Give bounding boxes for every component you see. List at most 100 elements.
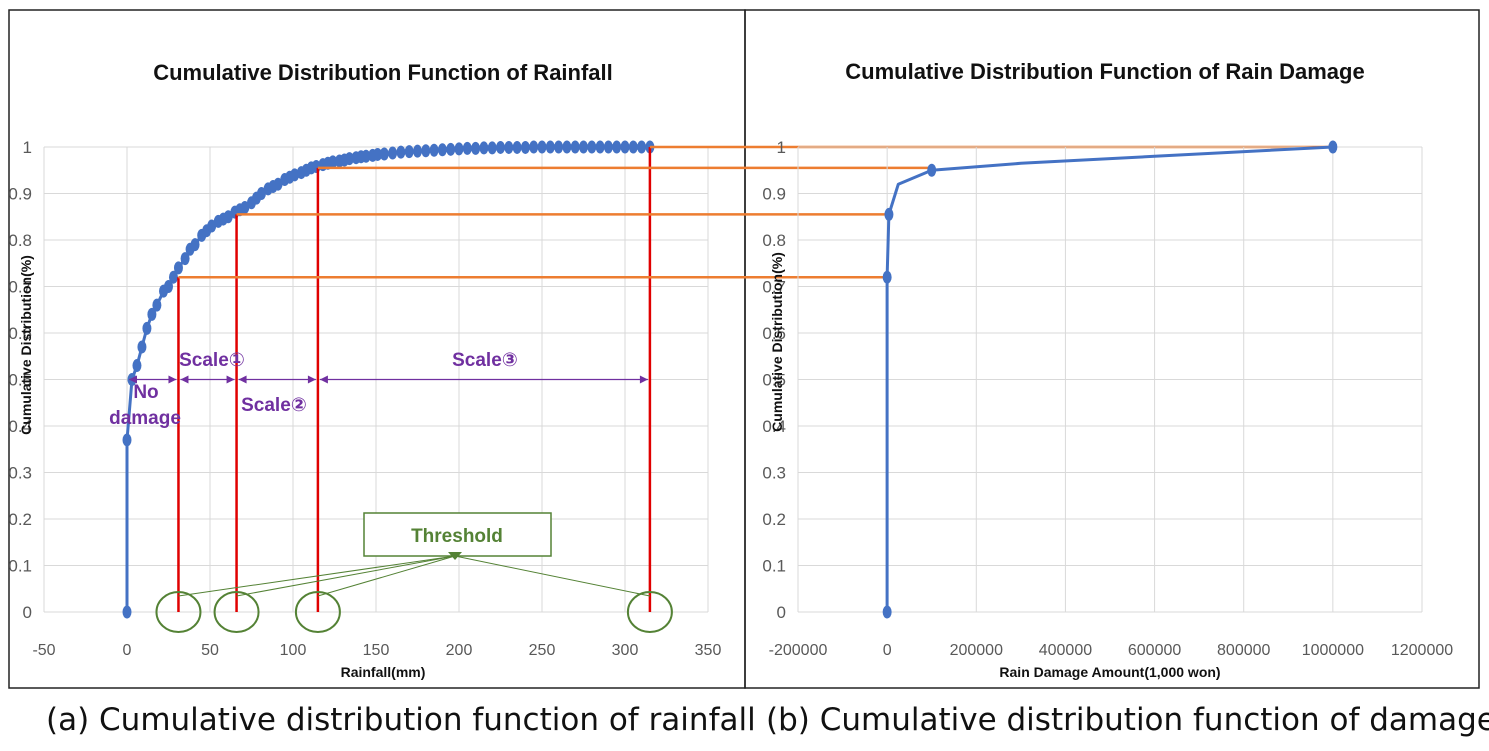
rainfall-data-point: [164, 280, 173, 293]
rainfall-data-point: [471, 141, 481, 155]
rainfall-x-tick: -50: [32, 642, 55, 659]
damage-y-tick: 0.6: [762, 324, 786, 343]
rainfall-data-point: [529, 140, 539, 154]
rainfall-x-tick: 350: [695, 642, 722, 659]
rainfall-y-tick: 0.1: [8, 557, 32, 576]
rainfall-data-point: [180, 252, 190, 266]
rainfall-x-axis-label: Rainfall(mm): [341, 664, 426, 680]
rainfall-y-tick: 0: [23, 603, 32, 622]
rainfall-y-axis-label: Cumulative Distribution(%): [18, 255, 34, 435]
rainfall-data-point: [479, 141, 489, 155]
threshold-pointer: [178, 555, 456, 597]
rainfall-data-point: [147, 307, 157, 321]
panel-a-border: [8, 9, 746, 689]
damage-y-tick: 0.2: [762, 510, 786, 529]
damage-y-tick: 0.4: [762, 417, 786, 436]
scale-arrow-head-left: [319, 375, 328, 384]
caption-b: (b) Cumulative distribution function of …: [766, 702, 1489, 738]
rainfall-data-point: [496, 140, 505, 154]
rainfall-data-point: [603, 140, 613, 154]
rainfall-y-tick: 0.4: [8, 417, 32, 436]
rainfall-data-point: [562, 140, 572, 154]
threshold-circle: [626, 591, 673, 633]
rainfall-data-point: [554, 140, 564, 154]
rainfall-y-tick: 0.5: [8, 371, 32, 390]
damage-y-tick: 0.7: [762, 278, 786, 297]
rainfall-data-point: [190, 238, 200, 252]
scale-arrow-head-right: [168, 375, 177, 384]
rainfall-data-point: [504, 140, 514, 154]
damage-y-tick: 0.9: [762, 185, 786, 204]
rainfall-data-point: [487, 141, 497, 155]
threshold-box: [363, 512, 552, 557]
rainfall-data-point: [587, 140, 597, 154]
rainfall-data-point: [612, 140, 622, 154]
rainfall-data-point: [637, 140, 647, 154]
rainfall-data-point: [595, 140, 605, 154]
panel-b-border: [744, 9, 1480, 689]
rainfall-data-point: [570, 140, 580, 154]
scale-arrow-head-right: [639, 375, 648, 384]
damage-gridlines: [797, 146, 1423, 613]
scale-arrow-head-right: [307, 375, 316, 384]
rainfall-x-tick: 50: [201, 642, 219, 659]
threshold-label: Threshold: [411, 526, 503, 547]
scale3-label: Scale③: [452, 350, 518, 371]
rainfall-data-point: [122, 605, 132, 619]
rainfall-data-point: [620, 140, 630, 154]
rainfall-y-tick: 0.2: [8, 510, 32, 529]
damage-data-point: [882, 270, 892, 284]
threshold-pointer-head: [448, 552, 462, 560]
rainfall-data-point: [344, 152, 354, 166]
rainfall-data-point: [396, 145, 406, 159]
no-damage-label-line2: damage: [109, 408, 181, 429]
damage-y-tick: 0.8: [762, 231, 786, 250]
rainfall-data-point: [361, 149, 371, 163]
rainfall-y-tick: 0.3: [8, 464, 32, 483]
rainfall-data-point: [446, 142, 456, 156]
threshold-circle: [294, 591, 341, 633]
damage-x-tick: 1000000: [1302, 642, 1364, 659]
damage-y-tick: 0: [777, 603, 786, 622]
frame: [8, 9, 1480, 689]
damage-x-tick: 600000: [1128, 642, 1181, 659]
scale-arrow-head-left: [129, 375, 137, 384]
threshold-circle: [213, 591, 260, 633]
scale1-label: Scale①: [179, 350, 245, 371]
rainfall-x-tick: 0: [123, 642, 132, 659]
rainfall-data-point: [437, 143, 447, 157]
rainfall-data-point: [137, 340, 147, 354]
rainfall-x-tick: 200: [446, 642, 473, 659]
rainfall-data-point: [537, 140, 547, 154]
rainfall-x-tick: 150: [363, 642, 390, 659]
damage-x-tick: 400000: [1039, 642, 1092, 659]
damage-chart-title: Cumulative Distribution Function of Rain…: [845, 59, 1364, 84]
rainfall-data-point: [404, 145, 414, 159]
rainfall-data-point: [122, 433, 132, 447]
rainfall-y-tick: 0.6: [8, 324, 32, 343]
scale-arrow-head-left: [238, 375, 247, 384]
scale-arrow-head-right: [226, 375, 235, 384]
rainfall-x-tick: 300: [612, 642, 639, 659]
damage-data-point: [1328, 140, 1338, 154]
rainfall-chart-title: Cumulative Distribution Function of Rain…: [153, 60, 613, 85]
rainfall-data-point: [628, 140, 638, 154]
threshold-pointer: [454, 555, 651, 597]
damage-x-tick: 800000: [1217, 642, 1270, 659]
rainfall-data-point: [545, 140, 555, 154]
rainfall-data-point: [379, 147, 389, 161]
rainfall-series: [122, 140, 655, 619]
rainfall-y-tick-labels: 0 0.1 0.2 0.3 0.4 0.5 0.6 0.7 0.8 0.9 1: [8, 138, 32, 622]
rainfall-y-tick: 0.9: [8, 185, 32, 204]
threshold-pointer: [236, 555, 456, 597]
orange-connector-lines: [178, 145, 1333, 279]
threshold-lines: [177, 147, 652, 612]
damage-y-tick-labels: 0 0.1 0.2 0.3 0.4 0.5 0.6 0.7 0.8 0.9 1: [762, 138, 786, 622]
rainfall-data-point: [462, 141, 472, 155]
damage-x-tick: 0: [883, 642, 892, 659]
rainfall-x-tick: 250: [529, 642, 556, 659]
damage-y-tick: 0.5: [762, 371, 786, 390]
damage-chart: 0 0.1 0.2 0.3 0.4 0.5 0.6 0.7 0.8 0.9 1 -200000 0 20…: [762, 59, 1453, 680]
rainfall-data-point: [142, 321, 152, 335]
